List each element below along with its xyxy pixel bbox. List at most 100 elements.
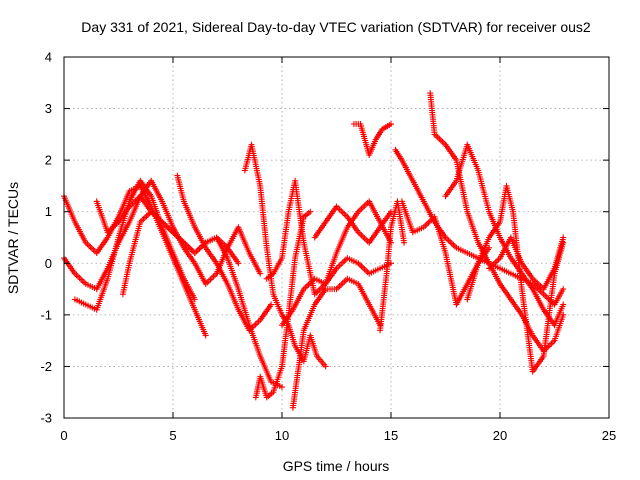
data-point-marks (427, 90, 438, 136)
series-trace-12 (311, 203, 394, 246)
data-point-marks (366, 138, 378, 158)
data-point-marks (82, 301, 98, 312)
data-point-marks (464, 141, 481, 172)
data-point-marks (174, 172, 187, 203)
data-point-marks (529, 286, 546, 311)
data-point-marks (464, 208, 481, 244)
data-point (257, 270, 264, 277)
series-trace-20 (486, 234, 567, 293)
data-point-marks (71, 219, 88, 244)
y-tick-labels: -3 -2 -1 0 1 2 3 4 (40, 50, 52, 426)
data-point-marks (61, 255, 77, 275)
data-point-marks (263, 271, 275, 282)
data-point (388, 121, 394, 128)
data-point-marks (137, 177, 153, 198)
data-point-marks (442, 141, 459, 162)
data-point-marks (279, 314, 292, 370)
data-point-marks (191, 306, 208, 337)
series-trace-11 (289, 275, 384, 411)
data-point-marks (246, 250, 263, 275)
data-point-marks (279, 308, 295, 329)
data-point-marks (224, 255, 241, 290)
data-point-marks (93, 267, 110, 293)
data-point-marks (383, 226, 394, 277)
data-point-marks (377, 210, 393, 231)
y-tick-label: 4 (45, 50, 52, 65)
series-trace-17 (427, 90, 567, 354)
x-tick-label: 5 (169, 428, 176, 443)
data-point-marks (540, 267, 557, 293)
data-point-marks (551, 288, 566, 308)
data-point-marks (372, 127, 385, 143)
data-point-marks (442, 179, 459, 200)
data-point-marks (180, 275, 197, 301)
data-point-marks (180, 239, 197, 255)
data-point-marks (398, 198, 416, 234)
data-point (279, 384, 285, 391)
data-point-marks (257, 303, 273, 323)
data-point-marks (311, 220, 328, 241)
data-point-marks (235, 224, 252, 254)
data-point-marks (497, 280, 513, 301)
data-point-marks (344, 213, 361, 234)
data-point-marks (257, 353, 274, 383)
series-trace-8 (252, 208, 314, 401)
axis-ticks (63, 56, 610, 419)
data-point-marks (392, 146, 404, 162)
data-point-marks (409, 225, 425, 236)
data-point-marks (170, 250, 187, 280)
data-point-marks (551, 314, 566, 344)
data-point-marks (224, 244, 241, 265)
data-point-marks (82, 280, 98, 291)
series-trace-7 (241, 141, 329, 370)
series-trace-5 (119, 208, 285, 391)
data-point-marks (300, 277, 317, 293)
data-point-marks (486, 256, 502, 272)
y-axis-label: SDTVAR / TECUs (5, 182, 21, 294)
data-point-marks (333, 203, 349, 219)
data-point-marks (93, 198, 110, 234)
data-point-marks (313, 353, 328, 368)
data-point-marks (431, 213, 448, 254)
x-tick-label: 20 (493, 428, 507, 443)
data-point-marks (464, 250, 479, 261)
series-trace-15 (392, 146, 567, 308)
series-trace-10 (279, 255, 394, 329)
series-trace-14 (377, 198, 408, 334)
data-point-marks (355, 260, 371, 276)
data-point-marks (366, 266, 381, 277)
data-point-marks (104, 220, 120, 236)
data-point-marks (398, 157, 415, 182)
data-point-marks (270, 291, 285, 316)
data-point-marks (507, 234, 524, 265)
y-tick-label: 0 (45, 256, 52, 271)
data-point-marks (518, 260, 535, 280)
y-tick-label: 1 (45, 204, 52, 219)
data-point-marks (270, 365, 285, 396)
data-point-marks (246, 318, 262, 334)
data-point-marks (279, 210, 292, 262)
data-point-marks (551, 303, 566, 329)
x-tick-label: 10 (275, 428, 289, 443)
x-tick-label: 25 (602, 428, 616, 443)
data-point (401, 239, 408, 246)
data-point (268, 301, 275, 308)
data-point-marks (202, 272, 218, 287)
data-point-marks (148, 208, 164, 224)
data-point-marks (355, 280, 372, 306)
data-point-marks (213, 234, 230, 260)
plot-frame (63, 56, 610, 419)
data-point-marks (93, 277, 110, 313)
data-point (388, 260, 394, 267)
data-point-marks (148, 177, 165, 203)
data-point-marks (224, 280, 241, 311)
data-point-marks (263, 390, 275, 401)
data-point-marks (248, 141, 263, 187)
data-point-marks (235, 306, 252, 332)
data-point-marks (379, 122, 393, 133)
x-axis-label: GPS time / hours (283, 458, 390, 474)
data-point-marks (442, 234, 458, 250)
data-point-marks (159, 219, 175, 234)
data-point-marks (529, 354, 546, 375)
